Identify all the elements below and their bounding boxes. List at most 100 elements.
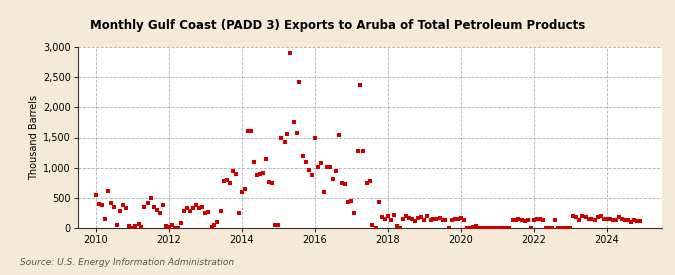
Point — [242, 129, 253, 134]
Point — [173, 226, 184, 230]
Point — [446, 218, 457, 222]
Point — [556, 226, 566, 230]
Point — [398, 216, 408, 221]
Point — [227, 169, 238, 173]
Point — [504, 226, 515, 230]
Point — [422, 214, 433, 218]
Point — [337, 181, 348, 185]
Point — [118, 203, 129, 207]
Point — [352, 149, 363, 154]
Point — [474, 226, 485, 230]
Point — [559, 226, 570, 230]
Point — [209, 222, 220, 227]
Point — [279, 139, 290, 144]
Point — [543, 226, 554, 230]
Point — [553, 226, 564, 230]
Point — [547, 226, 558, 230]
Point — [157, 203, 168, 207]
Point — [431, 217, 441, 221]
Point — [316, 161, 327, 165]
Point — [589, 218, 600, 222]
Point — [200, 211, 211, 215]
Point — [236, 190, 247, 194]
Point — [519, 219, 530, 223]
Point — [273, 222, 284, 227]
Point — [121, 206, 132, 210]
Point — [477, 226, 487, 230]
Point — [604, 216, 615, 221]
Point — [599, 217, 610, 221]
Point — [288, 120, 299, 125]
Point — [169, 226, 180, 230]
Point — [412, 216, 423, 220]
Point — [191, 203, 202, 207]
Point — [389, 213, 400, 217]
Point — [151, 208, 162, 212]
Point — [419, 218, 430, 222]
Point — [206, 225, 217, 229]
Point — [458, 218, 469, 222]
Point — [516, 218, 527, 222]
Point — [367, 223, 378, 227]
Point — [456, 216, 466, 220]
Point — [298, 153, 308, 158]
Point — [507, 218, 518, 222]
Point — [452, 217, 463, 221]
Point — [179, 209, 190, 213]
Point — [371, 226, 381, 230]
Point — [470, 224, 481, 228]
Point — [614, 215, 624, 219]
Point — [404, 216, 414, 220]
Point — [522, 218, 533, 222]
Point — [334, 133, 345, 137]
Point — [562, 226, 573, 230]
Point — [434, 216, 445, 220]
Point — [166, 223, 177, 227]
Point — [327, 177, 338, 181]
Point — [364, 179, 375, 183]
Point — [103, 189, 113, 193]
Point — [115, 209, 126, 213]
Point — [155, 211, 165, 215]
Y-axis label: Thousand Barrels: Thousand Barrels — [28, 95, 38, 180]
Point — [282, 132, 293, 137]
Point — [254, 172, 265, 176]
Point — [571, 215, 582, 219]
Point — [106, 201, 117, 205]
Point — [185, 209, 196, 213]
Point — [258, 170, 269, 175]
Point — [632, 219, 643, 223]
Point — [373, 200, 384, 204]
Point — [176, 221, 186, 226]
Point — [100, 217, 111, 221]
Point — [383, 214, 394, 218]
Point — [462, 226, 472, 230]
Point — [407, 217, 418, 221]
Point — [291, 130, 302, 135]
Point — [529, 218, 539, 222]
Point — [595, 214, 606, 218]
Point — [392, 224, 402, 229]
Point — [489, 226, 500, 230]
Point — [486, 226, 497, 230]
Point — [349, 211, 360, 215]
Point — [601, 217, 612, 221]
Point — [127, 226, 138, 230]
Point — [537, 218, 548, 222]
Point — [449, 217, 460, 221]
Point — [139, 205, 150, 209]
Point — [133, 222, 144, 226]
Point — [111, 223, 122, 227]
Point — [443, 226, 454, 230]
Point — [541, 226, 551, 230]
Point — [495, 226, 506, 230]
Point — [568, 214, 578, 218]
Point — [376, 215, 387, 219]
Point — [300, 160, 311, 164]
Point — [142, 201, 153, 205]
Point — [161, 224, 171, 229]
Point — [215, 209, 226, 213]
Point — [355, 83, 366, 88]
Point — [580, 215, 591, 219]
Point — [425, 218, 436, 222]
